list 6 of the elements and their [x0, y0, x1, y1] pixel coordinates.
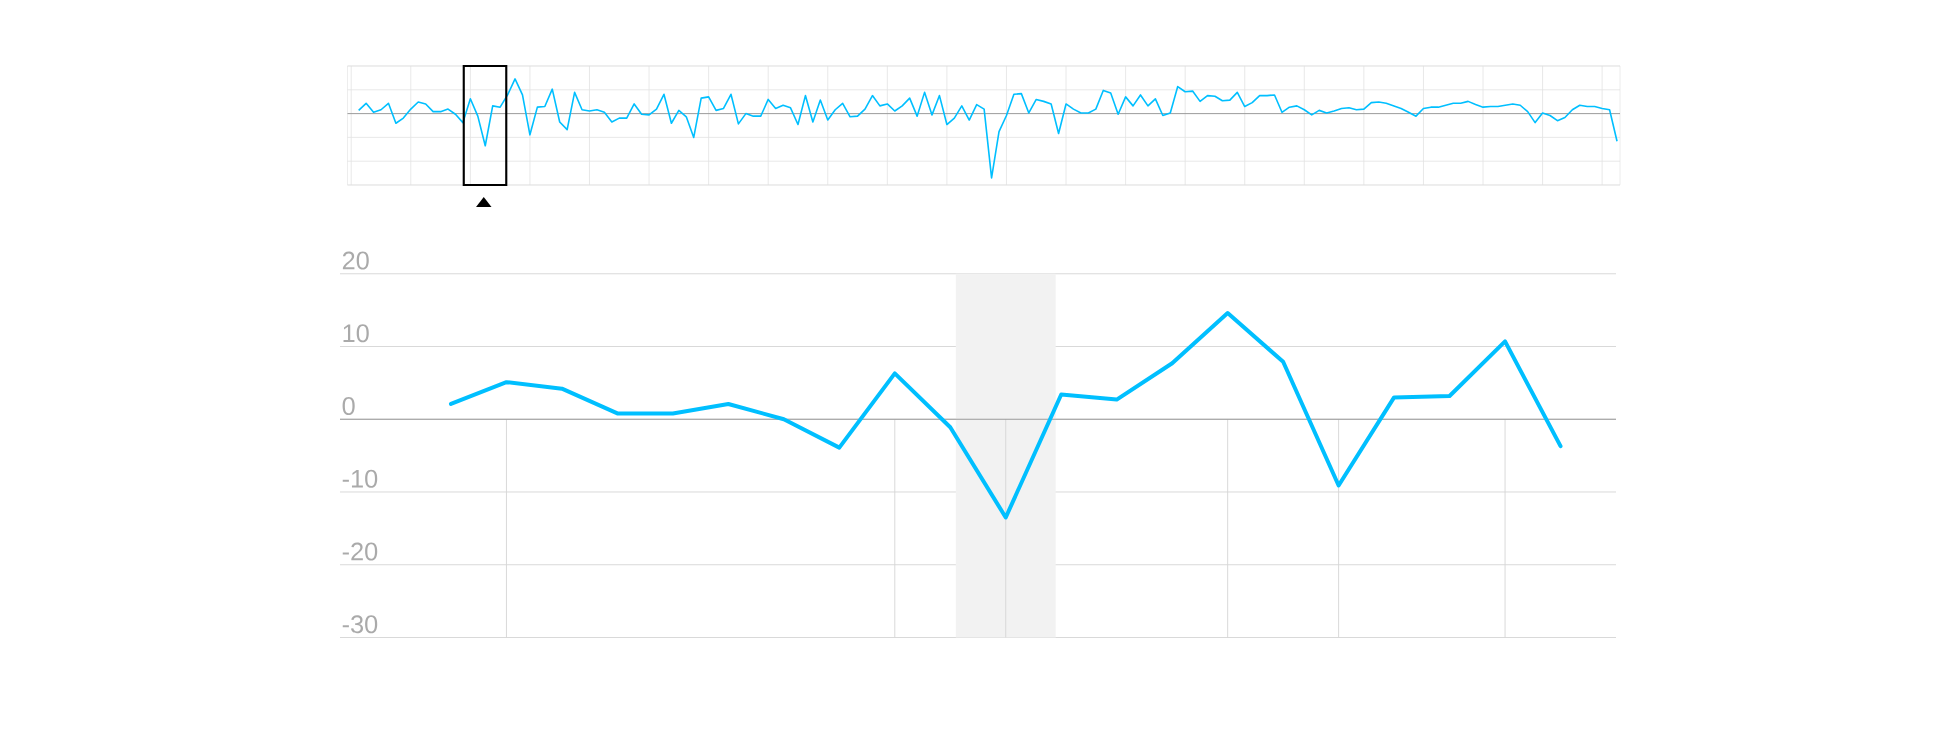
y-tick-label: 0 — [342, 397, 355, 415]
y-tick-label: 20 — [342, 251, 369, 270]
y-tick-label: -10 — [342, 469, 378, 488]
y-tick-label: -30 — [342, 615, 378, 634]
y-tick-label: -20 — [342, 542, 378, 561]
y-tick-label: 10 — [343, 324, 369, 343]
